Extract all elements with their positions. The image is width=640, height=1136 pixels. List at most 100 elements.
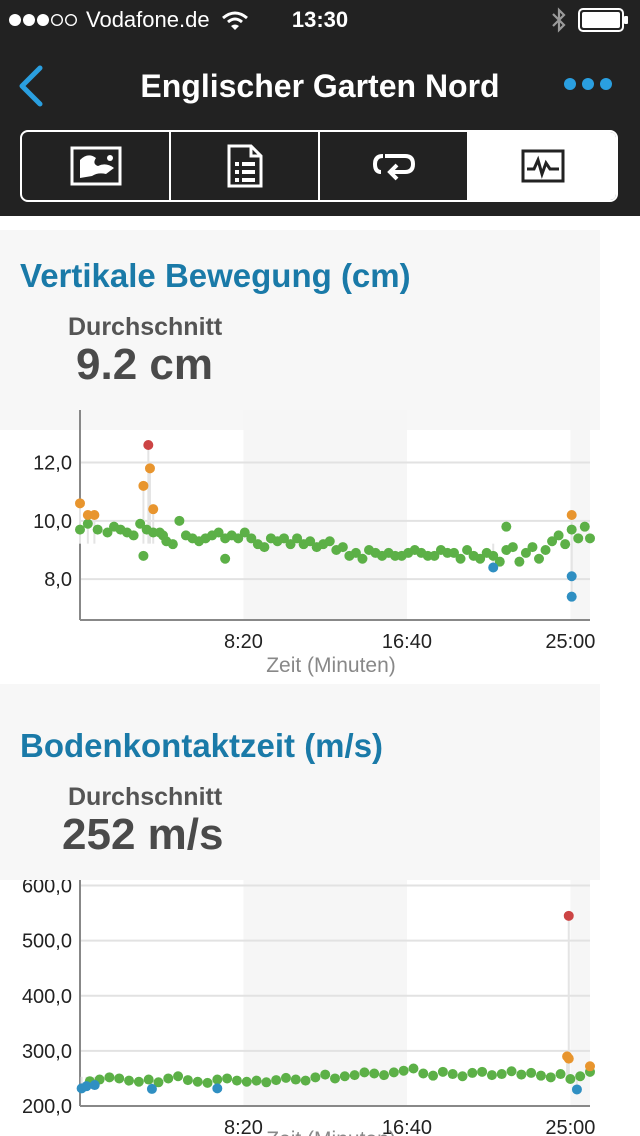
chart-icon <box>521 149 564 183</box>
data-point-normal <box>279 533 289 544</box>
average-label: Durchschnitt <box>68 783 223 811</box>
data-point-normal <box>104 1072 115 1083</box>
data-point-normal <box>540 545 551 555</box>
data-point-normal <box>135 518 146 529</box>
data-point-normal <box>239 527 250 538</box>
data-point-normal <box>143 1074 154 1085</box>
back-chevron-icon[interactable] <box>12 64 52 108</box>
data-point-normal <box>92 524 103 535</box>
data-point-normal <box>462 545 473 555</box>
data-point-normal <box>167 539 178 550</box>
data-point-normal <box>349 1070 360 1081</box>
details-list-icon <box>227 144 262 188</box>
signal-strength-icon <box>9 13 78 27</box>
data-point-normal <box>369 1068 380 1079</box>
data-point-above <box>138 480 149 491</box>
charts-scroll-view[interactable]: Vertikale Bewegung (cm) Durchschnitt 9.2… <box>0 216 640 1136</box>
data-point-normal <box>222 1073 233 1084</box>
section-2-header <box>0 700 600 880</box>
data-point-normal <box>496 1069 507 1080</box>
data-point-below <box>81 1081 92 1092</box>
nav-bar: Englischer Garten Nord <box>0 40 640 216</box>
data-point-normal <box>233 533 244 544</box>
data-point-normal <box>486 1070 497 1081</box>
data-point-above <box>148 504 159 515</box>
data-point-normal <box>259 542 270 553</box>
data-point-normal <box>280 1072 291 1083</box>
data-point-normal <box>128 530 139 541</box>
data-point-normal <box>324 536 335 547</box>
data-point-normal <box>455 553 466 564</box>
data-point-normal <box>408 1063 419 1074</box>
average-value: 9.2 cm <box>76 340 213 389</box>
status-bar: Vodafone.de 13:30 <box>0 0 640 40</box>
section-title-ground-contact: Bodenkontaktzeit (m/s) <box>20 727 384 764</box>
data-point-normal <box>174 515 185 526</box>
data-point-normal <box>516 1069 527 1080</box>
data-point-normal <box>163 1073 174 1084</box>
data-point-normal <box>300 1075 311 1086</box>
data-point-normal <box>514 556 525 567</box>
y-axis-labels: 200,0 300,0 400,0 500,0 600,0 <box>22 880 72 1118</box>
y-tick-label: 300,0 <box>22 1041 72 1063</box>
data-point-normal <box>555 1069 566 1080</box>
tab-laps[interactable] <box>320 132 469 200</box>
laps-loop-icon <box>372 154 415 181</box>
tab-charts[interactable] <box>469 132 616 200</box>
average-value: 252 m/s <box>62 810 224 859</box>
data-point-normal <box>585 533 595 544</box>
y-tick-label: 12,0 <box>33 453 72 475</box>
y-tick-label: 400,0 <box>22 986 72 1008</box>
data-point-normal <box>379 1070 390 1081</box>
data-point-normal <box>475 553 486 564</box>
data-point-normal <box>418 1068 429 1079</box>
data-point-normal <box>507 542 518 553</box>
data-point-normal <box>579 521 590 532</box>
data-point-above <box>144 463 155 474</box>
section-title-vertical-motion: Vertikale Bewegung (cm) <box>20 257 411 294</box>
chart-bands <box>243 880 590 1106</box>
x-axis-title: Zeit (Minuten) <box>266 1128 396 1136</box>
y-tick-label: 200,0 <box>22 1096 72 1118</box>
data-point-normal <box>82 518 93 529</box>
data-point-normal <box>506 1066 517 1077</box>
data-point-normal <box>398 1065 409 1076</box>
more-options-icon[interactable] <box>562 72 614 96</box>
x-tick-label: 8:20 <box>224 1117 263 1136</box>
data-point-normal <box>271 1075 282 1086</box>
data-point-normal <box>212 1074 223 1085</box>
x-tick-label: 16:40 <box>382 1117 432 1136</box>
data-point-normal <box>357 553 368 564</box>
carrier-group: Vodafone.de <box>8 6 250 34</box>
tab-details[interactable] <box>171 132 320 200</box>
battery-icon <box>578 8 628 32</box>
data-point-normal <box>138 550 149 561</box>
chart-band <box>570 880 590 1106</box>
data-point-normal <box>526 1067 537 1078</box>
data-point-normal <box>124 1075 135 1086</box>
data-point-normal <box>573 533 584 544</box>
data-point-below <box>212 1083 223 1094</box>
data-point-normal <box>231 1075 242 1086</box>
data-point-normal <box>202 1077 213 1088</box>
data-point-normal <box>449 547 459 558</box>
data-point-normal <box>133 1076 144 1087</box>
tab-map[interactable] <box>22 132 171 200</box>
y-tick-label: 600,0 <box>22 880 72 898</box>
chart-band <box>243 410 407 620</box>
x-axis-labels: 8:20 16:40 25:00 <box>224 1117 595 1136</box>
data-point-above <box>75 498 85 509</box>
data-point-normal <box>305 536 316 547</box>
data-point-normal <box>547 536 558 547</box>
data-point-normal <box>320 1069 331 1080</box>
map-icon <box>70 146 121 186</box>
vertical-motion-chart: 8,0 10,0 12,0 8:20 16:40 25:00 Zeit (Minuten… <box>0 410 600 700</box>
data-point-normal <box>241 1076 252 1087</box>
average-label: Durchschnitt <box>68 313 223 341</box>
data-point-normal <box>437 1066 448 1077</box>
data-point-normal <box>575 1071 586 1082</box>
right-margin <box>600 216 640 1136</box>
data-point-normal <box>534 553 544 564</box>
ground-contact-chart: 200,0 300,0 400,0 500,0 600,0 8:20 16:40 25:00… <box>0 880 600 1136</box>
data-point-normal <box>457 1071 468 1082</box>
